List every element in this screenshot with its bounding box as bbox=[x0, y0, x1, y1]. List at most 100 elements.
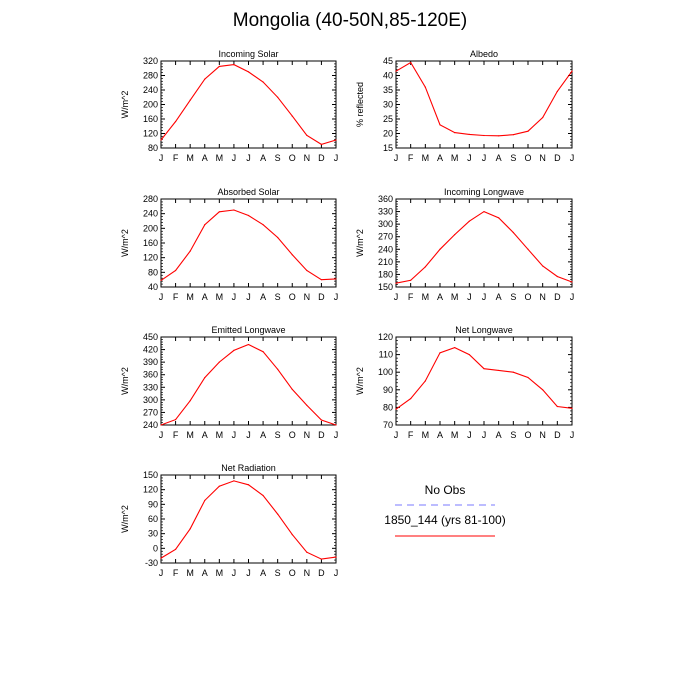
data-point bbox=[306, 404, 308, 406]
data-point bbox=[512, 134, 514, 136]
data-point bbox=[424, 380, 426, 382]
data-point bbox=[291, 388, 293, 390]
data-point bbox=[218, 361, 220, 363]
x-tick-label: J bbox=[232, 292, 237, 302]
data-point bbox=[174, 418, 177, 421]
data-point bbox=[262, 81, 264, 83]
x-tick-label: J bbox=[246, 292, 251, 302]
x-tick-label: A bbox=[260, 430, 266, 440]
x-tick-label: J bbox=[159, 568, 164, 578]
y-tick-label: 80 bbox=[148, 267, 158, 277]
data-point bbox=[424, 266, 426, 268]
data-point bbox=[320, 558, 323, 560]
series-line bbox=[160, 480, 337, 560]
x-tick-label: M bbox=[451, 292, 459, 302]
x-tick-label: O bbox=[289, 568, 296, 578]
data-point bbox=[320, 419, 323, 421]
data-point bbox=[291, 254, 293, 256]
y-tick-label: 0 bbox=[153, 543, 158, 553]
x-tick-label: S bbox=[510, 292, 516, 302]
data-point bbox=[306, 134, 308, 136]
data-point bbox=[262, 351, 264, 353]
y-tick-label: 200 bbox=[143, 223, 158, 233]
x-tick-label: J bbox=[394, 153, 399, 163]
x-tick-label: F bbox=[173, 153, 179, 163]
y-tick-label: 60 bbox=[148, 514, 158, 524]
x-tick-label: M bbox=[186, 568, 194, 578]
data-point bbox=[335, 278, 337, 280]
x-tick-label: A bbox=[437, 430, 443, 440]
data-point bbox=[204, 78, 206, 80]
chart-panel: Incoming Longwave W/m^2 150 180 210 240 270 300… bbox=[355, 187, 574, 302]
data-point bbox=[468, 133, 470, 135]
y-axis-label: W/m^2 bbox=[120, 505, 130, 533]
chart-title: Emitted Longwave bbox=[211, 325, 285, 335]
y-tick-label: 330 bbox=[378, 207, 393, 217]
data-point bbox=[498, 217, 500, 219]
y-tick-label: 240 bbox=[143, 420, 158, 430]
y-tick-label: 240 bbox=[143, 85, 158, 95]
x-tick-label: O bbox=[289, 292, 296, 302]
x-tick-label: D bbox=[318, 153, 325, 163]
x-tick-label: J bbox=[570, 292, 575, 302]
data-point bbox=[174, 548, 177, 550]
y-tick-label: -30 bbox=[145, 558, 158, 568]
x-tick-label: J bbox=[159, 153, 164, 163]
data-point bbox=[291, 115, 293, 117]
legend-obs-label: No Obs bbox=[425, 483, 466, 497]
x-tick-label: A bbox=[202, 292, 208, 302]
x-tick-label: M bbox=[422, 153, 430, 163]
y-tick-label: 280 bbox=[143, 71, 158, 81]
data-point bbox=[189, 528, 191, 530]
data-point bbox=[320, 143, 323, 145]
x-tick-label: M bbox=[451, 430, 459, 440]
x-tick-label: S bbox=[510, 430, 516, 440]
data-point bbox=[571, 70, 573, 72]
plot-frame bbox=[160, 474, 337, 564]
x-tick-label: J bbox=[394, 292, 399, 302]
y-axis-label: W/m^2 bbox=[120, 367, 130, 395]
chart-title: Albedo bbox=[470, 49, 498, 59]
data-point bbox=[454, 346, 456, 349]
data-point bbox=[174, 269, 177, 272]
y-tick-label: 160 bbox=[143, 238, 158, 248]
data-point bbox=[247, 214, 250, 217]
y-tick-label: 270 bbox=[143, 407, 158, 417]
data-point bbox=[439, 352, 441, 354]
x-tick-label: M bbox=[186, 292, 194, 302]
x-tick-label: D bbox=[318, 568, 325, 578]
x-tick-label: A bbox=[496, 153, 502, 163]
x-tick-label: A bbox=[496, 292, 502, 302]
x-tick-label: J bbox=[482, 292, 487, 302]
y-tick-label: 150 bbox=[378, 282, 393, 292]
data-point bbox=[277, 368, 279, 370]
y-axis-label: W/m^2 bbox=[355, 229, 365, 257]
data-point bbox=[160, 139, 162, 141]
data-point bbox=[410, 398, 412, 400]
data-point bbox=[204, 377, 206, 379]
x-tick-label: J bbox=[334, 292, 339, 302]
y-tick-label: 150 bbox=[143, 470, 158, 480]
data-point bbox=[160, 557, 162, 559]
x-tick-label: J bbox=[570, 430, 575, 440]
data-point bbox=[527, 376, 529, 379]
x-tick-label: F bbox=[173, 292, 179, 302]
data-point bbox=[527, 248, 529, 250]
data-point bbox=[556, 405, 558, 408]
data-point bbox=[218, 211, 220, 213]
data-point bbox=[320, 279, 323, 281]
x-tick-label: D bbox=[554, 430, 561, 440]
data-point bbox=[277, 513, 279, 515]
series-line bbox=[160, 343, 337, 426]
data-point bbox=[247, 343, 250, 346]
data-point bbox=[556, 275, 558, 278]
y-tick-label: 30 bbox=[148, 529, 158, 539]
legend-model-label: 1850_144 (yrs 81-100) bbox=[384, 513, 505, 527]
data-point bbox=[468, 354, 470, 356]
x-tick-label: A bbox=[202, 153, 208, 163]
x-tick-label: D bbox=[554, 292, 561, 302]
y-axis-label: W/m^2 bbox=[120, 229, 130, 257]
x-tick-label: J bbox=[467, 153, 472, 163]
